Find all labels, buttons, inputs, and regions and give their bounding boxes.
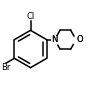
- Text: N: N: [51, 35, 58, 44]
- Text: O: O: [76, 35, 83, 44]
- Text: Br: Br: [1, 64, 11, 72]
- Text: O: O: [76, 35, 83, 44]
- Text: Cl: Cl: [26, 12, 35, 21]
- Text: N: N: [51, 35, 58, 44]
